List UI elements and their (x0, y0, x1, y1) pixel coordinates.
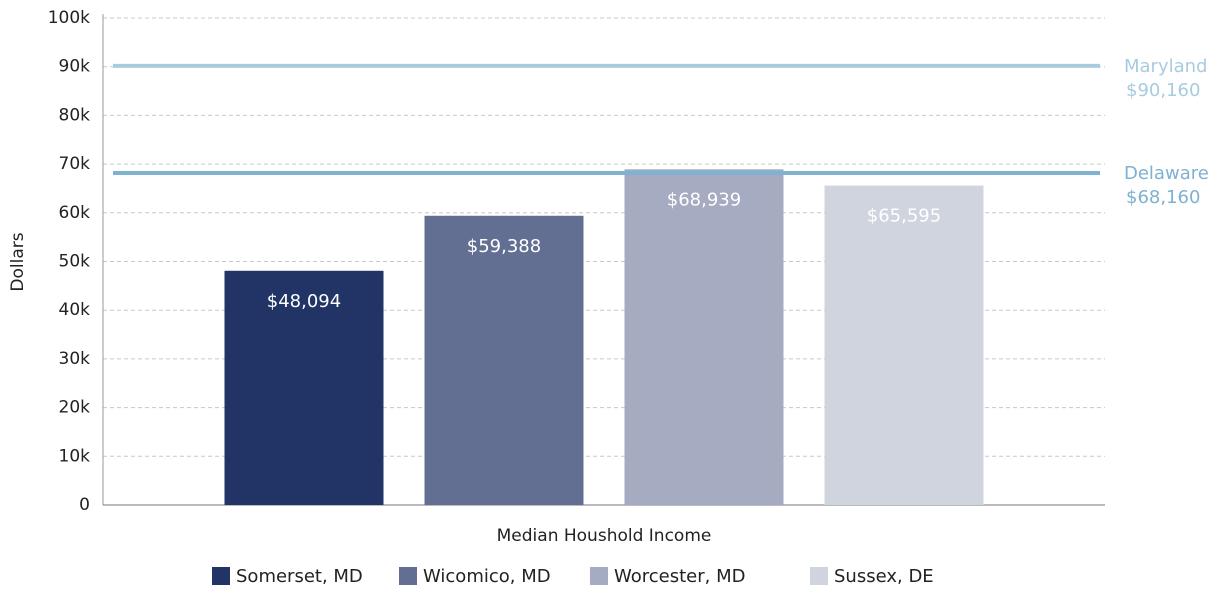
legend-label: Worcester, MD (614, 566, 745, 586)
data-label: $59,388 (467, 236, 541, 257)
y-tick-label: 10k (59, 446, 91, 466)
bar (624, 169, 784, 505)
y-tick-label: 70k (59, 154, 91, 174)
y-tick-label: 90k (59, 57, 91, 77)
y-tick-label: 80k (59, 105, 91, 125)
data-label: $48,094 (267, 291, 341, 312)
x-axis-label: Median Houshold Income (497, 526, 712, 546)
reference-value: $68,160 (1126, 187, 1200, 208)
legend-label: Sussex, DE (834, 566, 934, 586)
reference-label: Maryland (1124, 56, 1207, 77)
legend-swatch (810, 567, 828, 585)
y-tick-label: 50k (59, 252, 91, 272)
legend-swatch (212, 567, 230, 585)
reference-value: $90,160 (1126, 80, 1200, 101)
y-axis-label: Dollars (8, 232, 28, 291)
bar (824, 185, 984, 505)
legend-swatch (590, 567, 608, 585)
data-label: $68,939 (667, 189, 741, 210)
legend-swatch (399, 567, 417, 585)
reference-label: Delaware (1124, 163, 1209, 184)
y-tick-label: 40k (59, 300, 91, 320)
y-tick-label: 30k (59, 349, 91, 369)
legend-label: Somerset, MD (236, 566, 363, 586)
y-tick-label: 20k (59, 398, 91, 418)
data-label: $65,595 (867, 206, 941, 227)
bar (224, 270, 384, 505)
bar (424, 215, 584, 505)
y-tick-label: 60k (59, 203, 91, 223)
legend-label: Wicomico, MD (423, 566, 551, 586)
y-tick-label: 0 (79, 495, 90, 515)
y-tick-label: 100k (48, 8, 90, 28)
